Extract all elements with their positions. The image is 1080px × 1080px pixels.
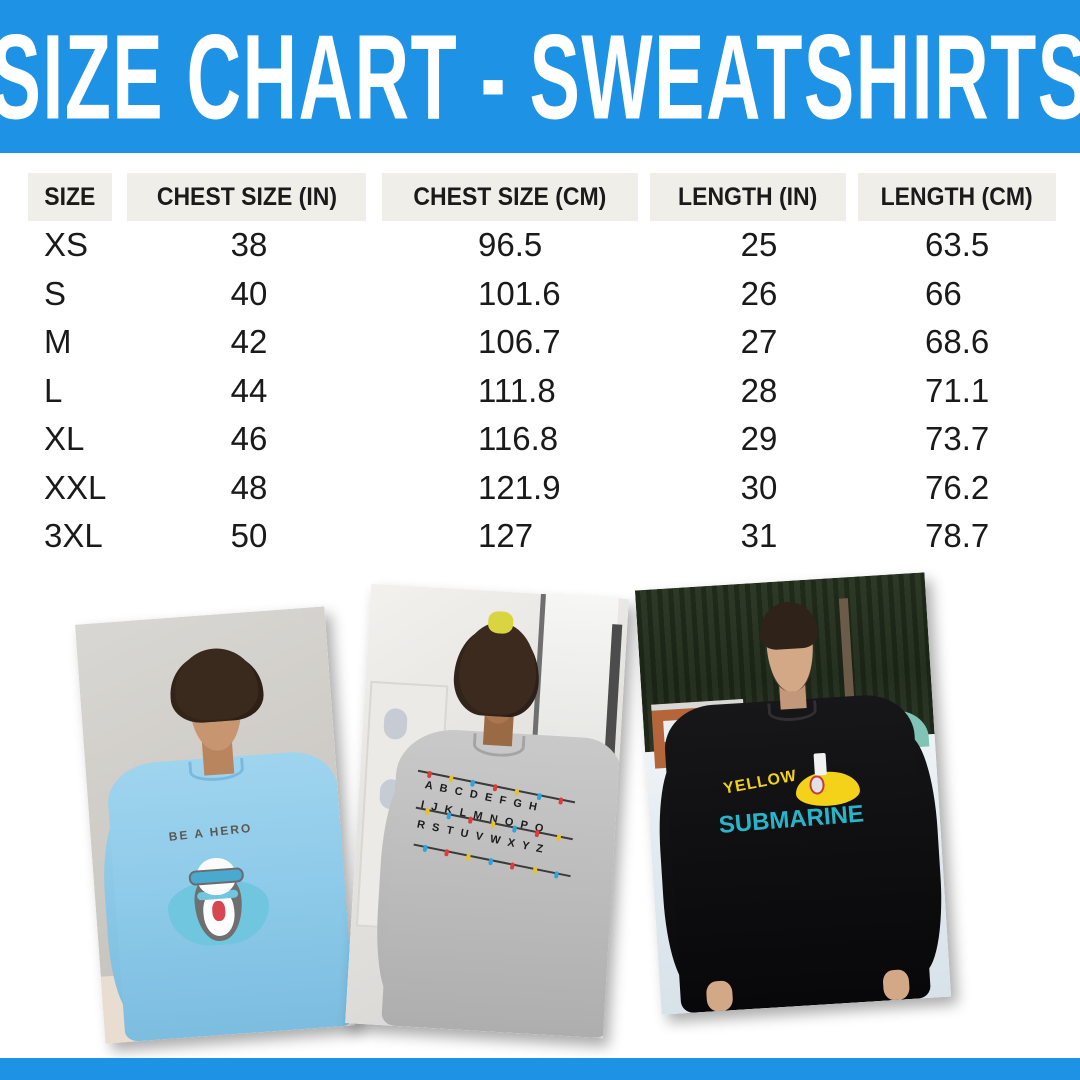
cell-chest-in: 48: [230, 468, 268, 506]
table-row: M 42 106.7 27 68.6: [0, 318, 1080, 367]
column-header-size: SIZE: [28, 173, 112, 221]
cell-chest-cm: 121.9: [478, 468, 561, 506]
cell-size: S: [44, 274, 67, 312]
photo-scene: BE A HERO: [74, 606, 356, 1044]
cell-chest-in: 42: [230, 323, 268, 361]
cell-size: XXL: [44, 468, 107, 506]
photo-scene: YELLOW SUBMARINE: [634, 572, 952, 1015]
cell-chest-cm: 111.8: [478, 371, 556, 409]
table-body: XS 38 96.5 25 63.5 S 40 101.6 26 66 M 42…: [0, 221, 1080, 561]
column-header-label: SIZE: [44, 182, 96, 211]
column-header-label: LENGTH (CM): [880, 182, 1034, 211]
column-header-chest-cm: CHEST SIZE (CM): [382, 173, 638, 221]
cell-size: XS: [44, 226, 89, 264]
column-header-chest-in: CHEST SIZE (IN): [127, 173, 366, 221]
cell-length-cm: 66: [925, 274, 962, 312]
cell-chest-in: 38: [230, 226, 268, 264]
column-header-length-in: LENGTH (IN): [650, 173, 846, 221]
top-banner: SIZE CHART - SWEATSHIRTS: [0, 0, 1080, 153]
column-header-label: CHEST SIZE (IN): [156, 182, 337, 211]
cell-chest-cm: 106.7: [478, 323, 561, 361]
bottom-banner: [0, 1058, 1080, 1080]
cell-chest-cm: 101.6: [478, 274, 561, 312]
column-header-length-cm: LENGTH (CM): [858, 173, 1056, 221]
table-row: S 40 101.6 26 66: [0, 270, 1080, 319]
cell-chest-in: 40: [230, 274, 268, 312]
photo-scene: A B C D E F G H I J K L M N O P Q R S T …: [345, 583, 629, 1039]
cell-chest-cm: 116.8: [478, 420, 559, 458]
cell-chest-in: 44: [230, 371, 268, 409]
column-header-label: CHEST SIZE (CM): [413, 182, 607, 211]
cell-length-in: 31: [740, 517, 778, 555]
cell-chest-in: 50: [230, 517, 268, 555]
cell-length-cm: 68.6: [925, 323, 990, 361]
cell-size: L: [44, 371, 63, 409]
cell-length-cm: 63.5: [925, 226, 990, 264]
table-header-row: SIZE CHEST SIZE (IN) CHEST SIZE (CM) LEN…: [0, 173, 1080, 221]
cell-chest-in: 46: [230, 420, 268, 458]
product-photo-blue-be-a-hero: BE A HERO: [74, 606, 356, 1044]
table-row: XL 46 116.8 29 73.7: [0, 415, 1080, 464]
page-title: SIZE CHART - SWEATSHIRTS: [0, 8, 1080, 144]
cell-size: M: [44, 323, 72, 361]
cell-length-in: 25: [740, 226, 778, 264]
table-row: XS 38 96.5 25 63.5: [0, 221, 1080, 270]
cell-length-in: 28: [740, 371, 778, 409]
cell-length-cm: 73.7: [925, 420, 990, 458]
size-table: SIZE CHEST SIZE (IN) CHEST SIZE (CM) LEN…: [0, 173, 1080, 573]
cell-length-in: 30: [740, 468, 778, 506]
cell-length-in: 26: [740, 274, 778, 312]
cell-chest-cm: 96.5: [478, 226, 543, 264]
product-photo-collage: BE A HERO: [0, 572, 1080, 1045]
product-photo-black-yellow-submarine: YELLOW SUBMARINE: [634, 572, 952, 1015]
table-row: L 44 111.8 28 71.1: [0, 367, 1080, 416]
cell-length-in: 27: [740, 323, 778, 361]
cell-size: XL: [44, 420, 85, 458]
cell-length-in: 29: [740, 420, 778, 458]
cell-length-cm: 78.7: [925, 517, 990, 555]
cell-length-cm: 76.2: [925, 468, 990, 506]
cell-size: 3XL: [44, 517, 103, 555]
table-row: XXL 48 121.9 30 76.2: [0, 464, 1080, 513]
cell-chest-cm: 127: [478, 517, 534, 555]
product-photo-grey-alphabet: A B C D E F G H I J K L M N O P Q R S T …: [345, 583, 629, 1039]
cell-length-cm: 71.1: [925, 371, 990, 409]
panda-hero-icon: [166, 852, 272, 949]
table-row: 3XL 50 127 31 78.7: [0, 512, 1080, 561]
column-header-label: LENGTH (IN): [678, 182, 818, 211]
